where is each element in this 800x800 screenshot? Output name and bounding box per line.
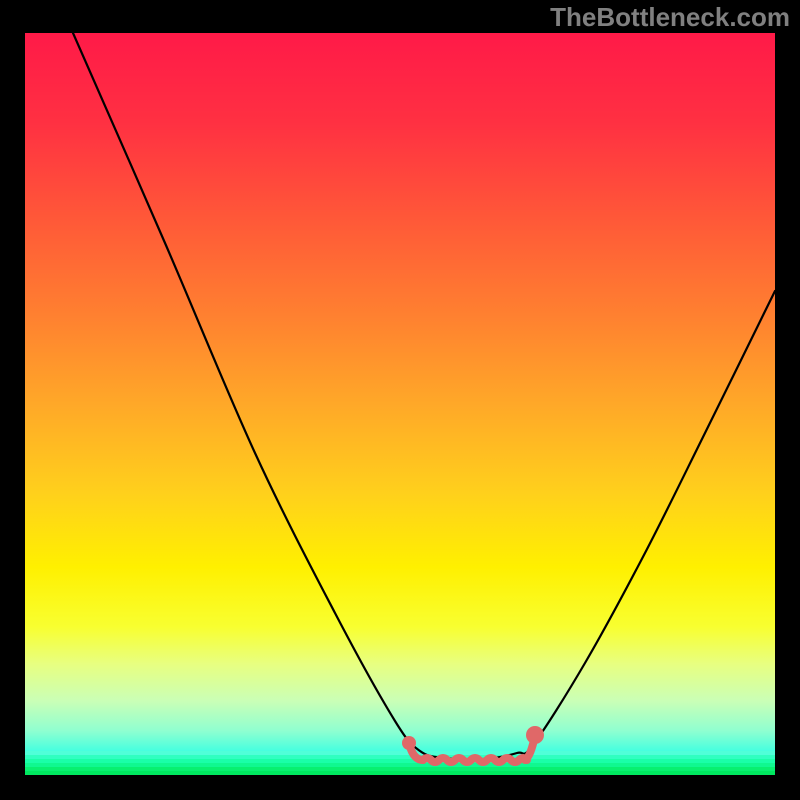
bottom-stripe (25, 763, 775, 767)
chart-svg (25, 33, 775, 775)
trough-dot-right (526, 726, 544, 744)
bottom-stripe (25, 771, 775, 775)
watermark-text: TheBottleneck.com (550, 2, 790, 33)
gradient-background (25, 33, 775, 775)
chart-frame: TheBottleneck.com (0, 0, 800, 800)
bottom-stripe (25, 755, 775, 759)
chart-plot-area (25, 33, 775, 775)
bottom-stripe (25, 751, 775, 755)
bottom-stripe (25, 759, 775, 763)
trough-squiggle (423, 758, 527, 762)
trough-dot-left (402, 736, 416, 750)
bottom-stripe (25, 767, 775, 771)
